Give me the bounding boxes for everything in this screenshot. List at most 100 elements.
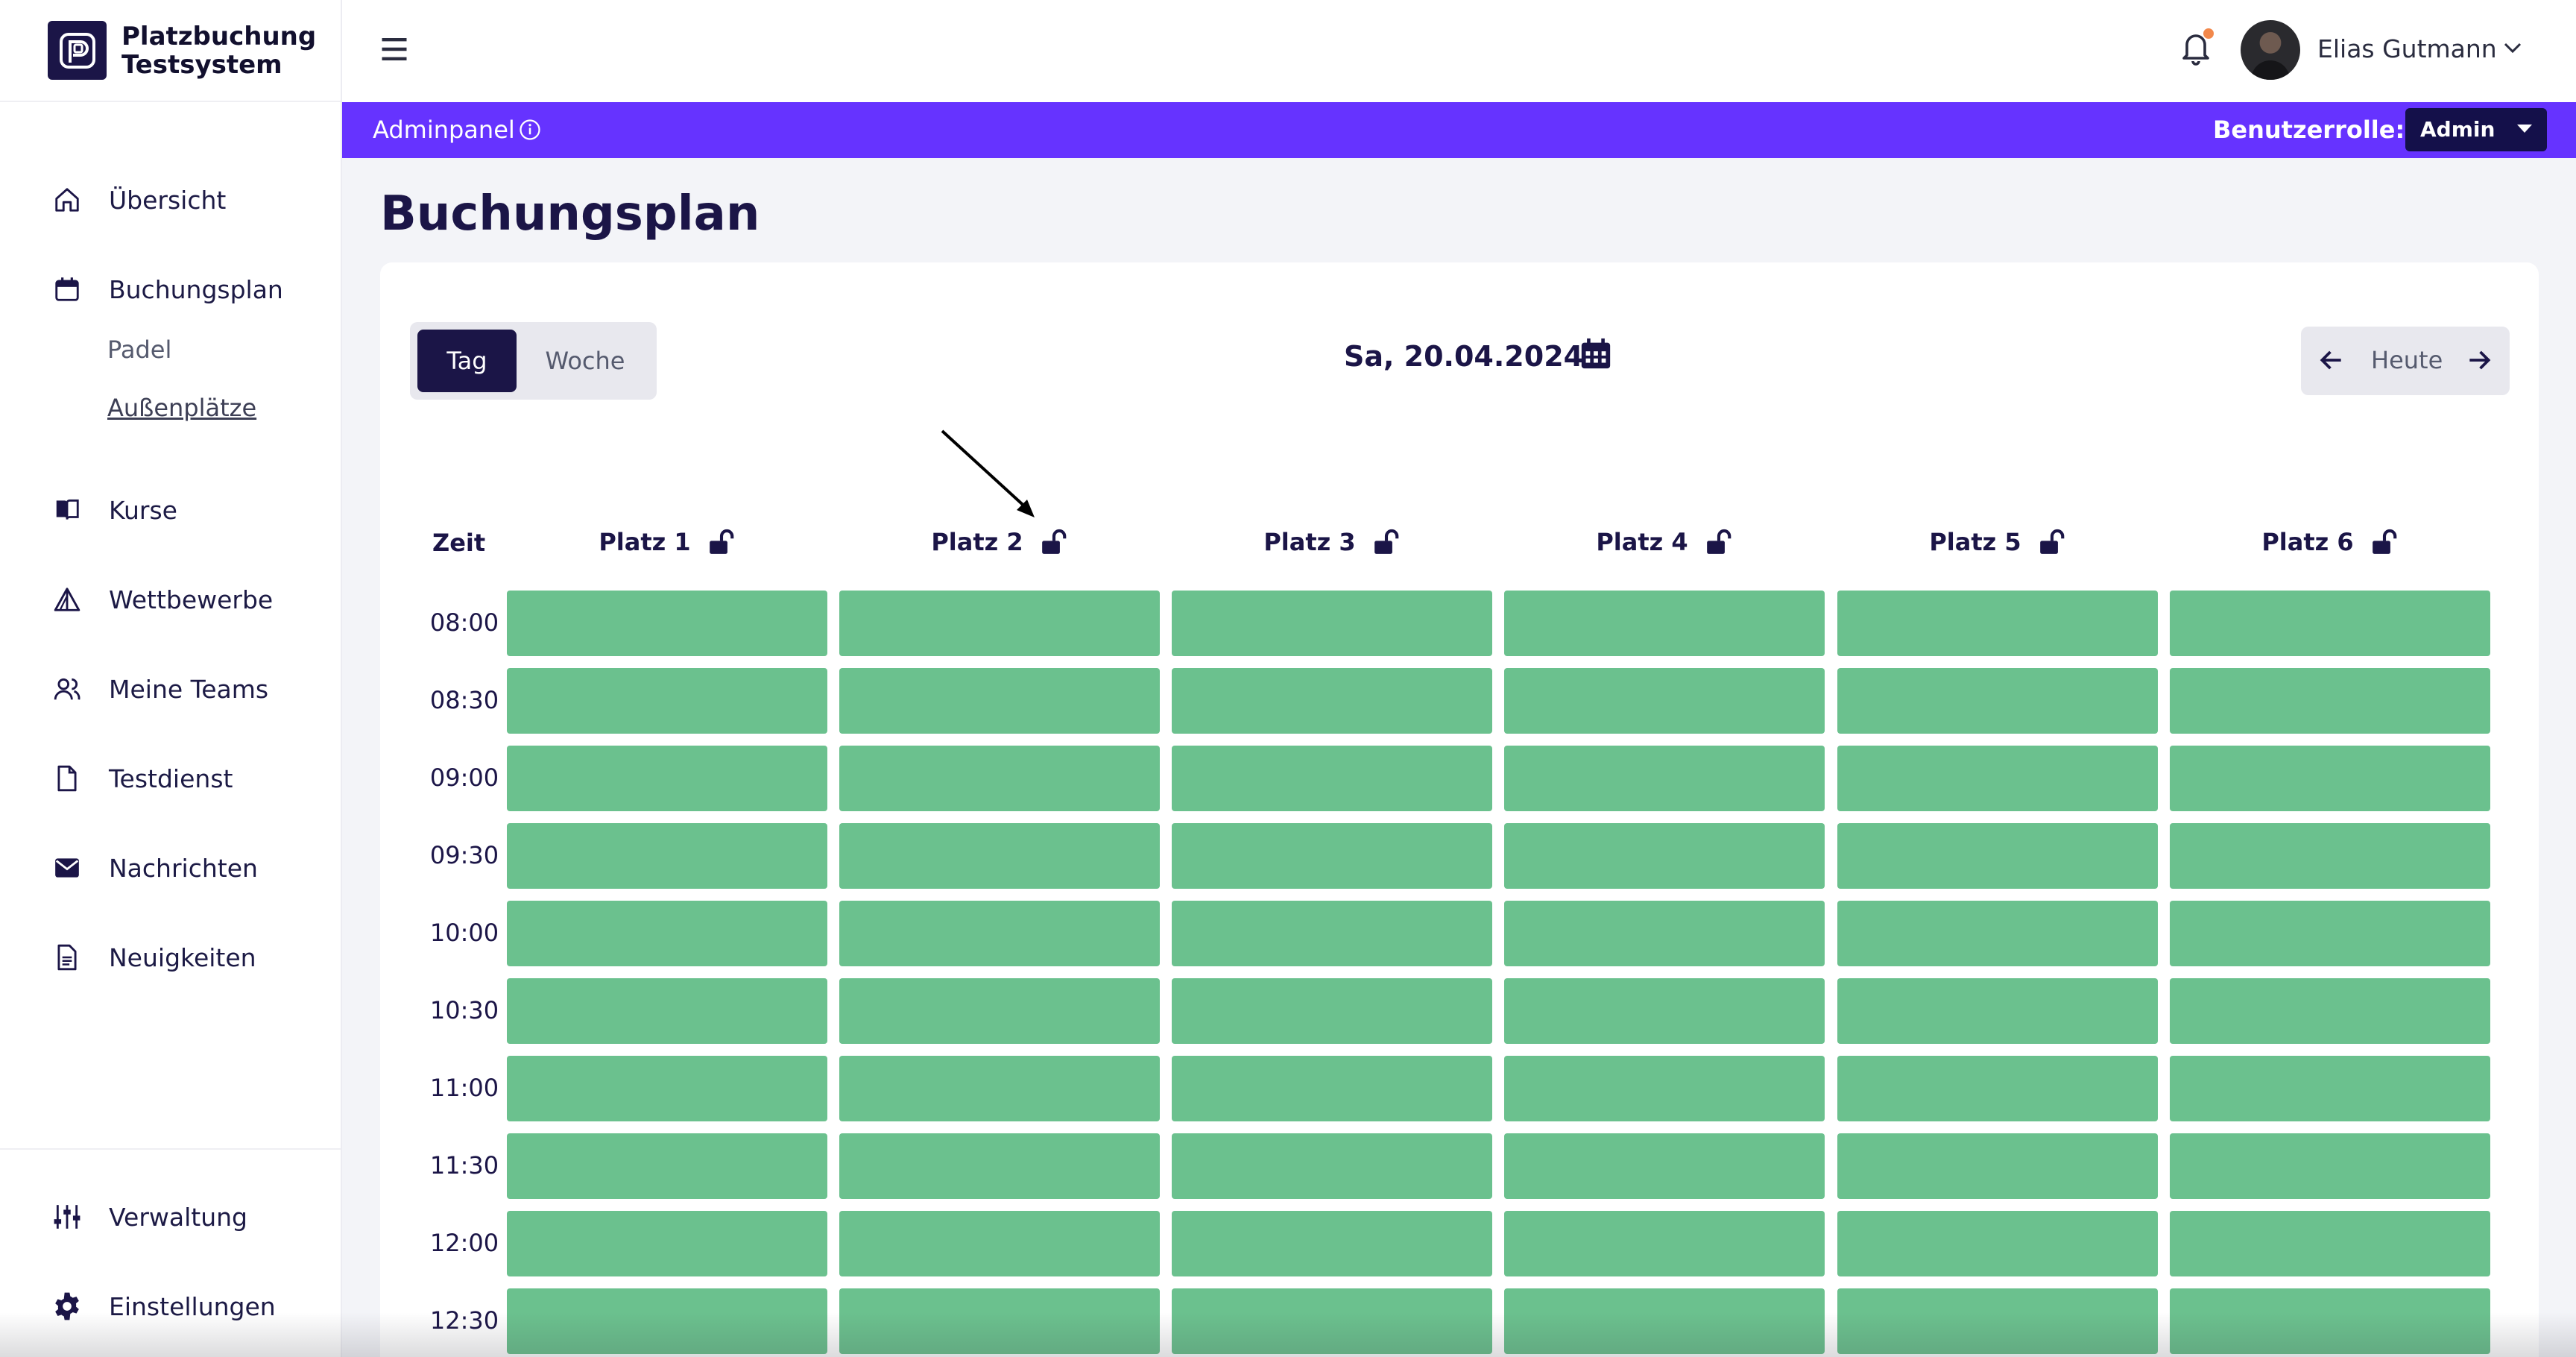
booking-slot[interactable] <box>1504 1288 1825 1354</box>
booking-slot[interactable] <box>1172 1056 1492 1121</box>
sidebar: Platzbuchung Testsystem Übersicht Buchun… <box>0 0 342 1357</box>
booking-slot[interactable] <box>839 1288 1160 1354</box>
brand-line-1: Platzbuchung <box>121 21 317 51</box>
unlock-icon[interactable] <box>707 528 736 556</box>
booking-slot[interactable] <box>1172 823 1492 889</box>
booking-slot[interactable] <box>839 823 1160 889</box>
booking-slot[interactable] <box>1837 1056 2158 1121</box>
booking-slot[interactable] <box>1504 978 1825 1044</box>
user-name[interactable]: Elias Gutmann <box>2317 34 2497 63</box>
time-label: 08:00 <box>429 608 499 637</box>
booking-slot[interactable] <box>1504 823 1825 889</box>
booking-slot[interactable] <box>507 1056 827 1121</box>
toggle-day-button[interactable]: Tag <box>417 330 517 392</box>
booking-slot[interactable] <box>1837 823 2158 889</box>
sidebar-item-meine-teams[interactable]: Meine Teams <box>0 659 341 719</box>
gear-icon <box>51 1290 83 1323</box>
booking-slot[interactable] <box>2170 1133 2490 1199</box>
unlock-icon[interactable] <box>2038 528 2066 556</box>
brand[interactable]: Platzbuchung Testsystem <box>0 0 341 102</box>
booking-slot[interactable] <box>1172 1211 1492 1276</box>
booking-slot[interactable] <box>507 746 827 811</box>
booking-slot[interactable] <box>507 668 827 734</box>
booking-slot[interactable] <box>507 901 827 966</box>
role-select[interactable]: Admin <box>2405 108 2547 151</box>
sidebar-subitem-aussenplaetze[interactable]: Außenplätze <box>107 394 257 422</box>
booking-slot[interactable] <box>1837 978 2158 1044</box>
booking-slot[interactable] <box>1837 1211 2158 1276</box>
sidebar-item-wettbewerbe[interactable]: Wettbewerbe <box>0 570 341 629</box>
arrow-right-icon[interactable] <box>2465 346 2493 374</box>
booking-slot[interactable] <box>2170 1288 2490 1354</box>
sidebar-item-label: Verwaltung <box>109 1202 247 1232</box>
sidebar-item-testdienst[interactable]: Testdienst <box>0 749 341 808</box>
booking-slot[interactable] <box>1504 591 1825 656</box>
booking-slot[interactable] <box>1837 1288 2158 1354</box>
sidebar-item-einstellungen[interactable]: Einstellungen <box>0 1276 341 1336</box>
booking-slot[interactable] <box>839 1056 1160 1121</box>
booking-slot[interactable] <box>2170 1056 2490 1121</box>
booking-slot[interactable] <box>1172 1133 1492 1199</box>
booking-slot[interactable] <box>1504 1056 1825 1121</box>
booking-slot[interactable] <box>839 591 1160 656</box>
booking-slot[interactable] <box>507 1288 827 1354</box>
booking-slot[interactable] <box>1172 746 1492 811</box>
booking-slot[interactable] <box>839 1133 1160 1199</box>
booking-slot[interactable] <box>1172 1288 1492 1354</box>
booking-slot[interactable] <box>1837 1133 2158 1199</box>
booking-slot[interactable] <box>1172 901 1492 966</box>
booking-slot[interactable] <box>839 978 1160 1044</box>
avatar[interactable] <box>2241 20 2300 80</box>
booking-slot[interactable] <box>1172 591 1492 656</box>
booking-slot[interactable] <box>1837 591 2158 656</box>
current-date[interactable]: Sa, 20.04.2024 <box>1344 340 1584 373</box>
booking-slot[interactable] <box>2170 746 2490 811</box>
booking-slot[interactable] <box>1504 1211 1825 1276</box>
booking-slot[interactable] <box>507 823 827 889</box>
booking-slot[interactable] <box>839 901 1160 966</box>
booking-slot[interactable] <box>1837 901 2158 966</box>
booking-slot[interactable] <box>839 746 1160 811</box>
sidebar-subitem-padel[interactable]: Padel <box>107 336 172 364</box>
sidebar-item-buchungsplan[interactable]: Buchungsplan <box>0 259 341 319</box>
today-button[interactable]: Heute <box>2371 346 2443 374</box>
booking-slot[interactable] <box>839 668 1160 734</box>
booking-slot[interactable] <box>507 591 827 656</box>
calendar-picker-icon[interactable] <box>1579 337 1614 373</box>
info-icon[interactable] <box>519 119 541 141</box>
booking-slot[interactable] <box>2170 823 2490 889</box>
booking-slot[interactable] <box>2170 978 2490 1044</box>
booking-slot[interactable] <box>507 1211 827 1276</box>
unlock-icon[interactable] <box>1040 528 1068 556</box>
unlock-icon[interactable] <box>1372 528 1401 556</box>
unlock-icon[interactable] <box>1705 528 1733 556</box>
view-toggle: Tag Woche <box>410 322 657 400</box>
booking-slot[interactable] <box>1504 901 1825 966</box>
booking-slot[interactable] <box>1172 978 1492 1044</box>
sidebar-item-verwaltung[interactable]: Verwaltung <box>0 1187 341 1247</box>
sidebar-item-nachrichten[interactable]: Nachrichten <box>0 838 341 898</box>
booking-slot[interactable] <box>1172 668 1492 734</box>
unlock-icon[interactable] <box>2370 528 2399 556</box>
booking-slot[interactable] <box>1504 668 1825 734</box>
booking-slot[interactable] <box>507 978 827 1044</box>
booking-slot[interactable] <box>2170 591 2490 656</box>
booking-slot[interactable] <box>2170 668 2490 734</box>
booking-slot[interactable] <box>1837 746 2158 811</box>
booking-slot[interactable] <box>1837 668 2158 734</box>
notification-bell-icon[interactable] <box>2178 28 2214 70</box>
book-icon <box>51 494 83 526</box>
toggle-week-button[interactable]: Woche <box>545 347 625 375</box>
sidebar-item-uebersicht[interactable]: Übersicht <box>0 170 341 230</box>
arrow-left-icon[interactable] <box>2317 346 2346 374</box>
booking-slot[interactable] <box>1504 1133 1825 1199</box>
sidebar-item-neuigkeiten[interactable]: Neuigkeiten <box>0 928 341 987</box>
booking-slot[interactable] <box>839 1211 1160 1276</box>
booking-slot[interactable] <box>2170 1211 2490 1276</box>
sidebar-item-kurse[interactable]: Kurse <box>0 480 341 540</box>
hamburger-menu-icon[interactable] <box>378 33 411 66</box>
booking-slot[interactable] <box>1504 746 1825 811</box>
booking-slot[interactable] <box>2170 901 2490 966</box>
chevron-down-icon[interactable] <box>2502 40 2523 55</box>
booking-slot[interactable] <box>507 1133 827 1199</box>
